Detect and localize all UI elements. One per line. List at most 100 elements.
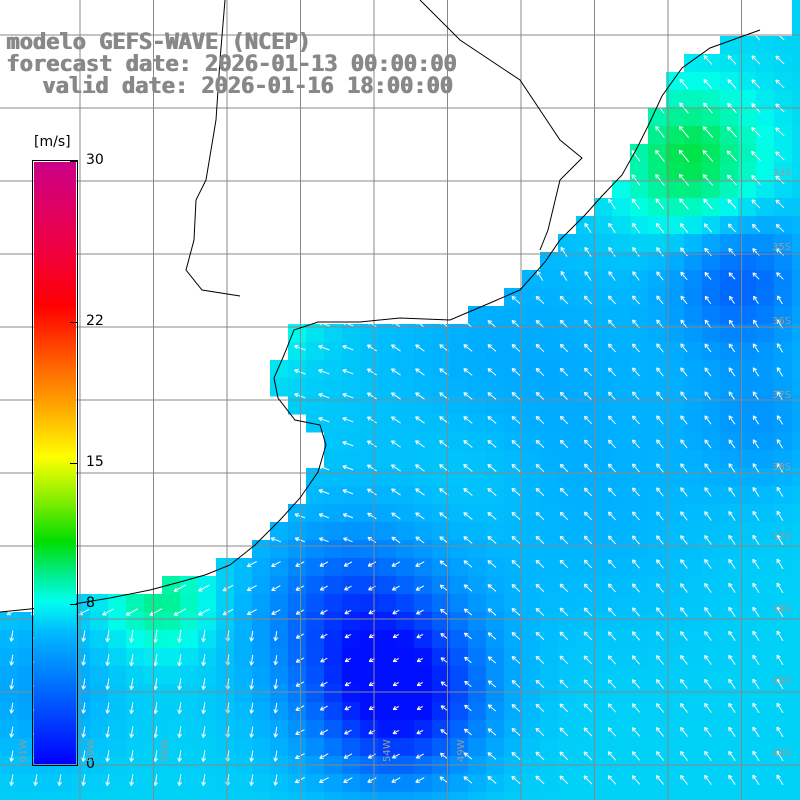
wind-arrow bbox=[607, 391, 616, 401]
wind-cell bbox=[756, 144, 775, 163]
wind-arrow bbox=[776, 558, 784, 570]
wind-cell bbox=[288, 594, 307, 613]
wind-cell bbox=[576, 666, 595, 685]
wind-cell bbox=[756, 576, 775, 595]
wind-cell bbox=[396, 720, 415, 739]
wind-arrow bbox=[318, 537, 329, 543]
wind-arrow bbox=[704, 583, 712, 593]
wind-cell bbox=[720, 522, 739, 541]
wind-cell bbox=[360, 774, 379, 793]
wind-arrow bbox=[559, 487, 569, 497]
wind-cell bbox=[414, 666, 433, 685]
wind-cell bbox=[666, 144, 685, 163]
wind-cell bbox=[774, 288, 793, 307]
wind-cell bbox=[594, 648, 613, 667]
wind-cell bbox=[522, 558, 541, 577]
wind-cell bbox=[342, 648, 361, 667]
wind-cell bbox=[720, 558, 739, 577]
wind-cell bbox=[558, 288, 577, 307]
wind-arrow bbox=[607, 751, 617, 761]
wind-cell bbox=[720, 36, 739, 55]
wind-cell bbox=[342, 414, 361, 433]
wind-arrow bbox=[704, 606, 712, 617]
wind-cell bbox=[684, 720, 703, 739]
wind-cell bbox=[648, 198, 667, 217]
wind-arrow bbox=[344, 585, 352, 591]
wind-arrow bbox=[704, 295, 712, 305]
wind-cell bbox=[756, 378, 775, 397]
wind-cell bbox=[324, 594, 343, 613]
wind-cell bbox=[126, 630, 145, 649]
wind-cell bbox=[342, 540, 361, 559]
wind-arrow bbox=[511, 631, 521, 640]
wind-cell bbox=[648, 270, 667, 289]
wind-cell bbox=[738, 216, 757, 235]
wind-arrow bbox=[702, 149, 714, 162]
wind-cell bbox=[522, 324, 541, 343]
valid-date: valid date: 2026-01-16 18:00:00 bbox=[42, 74, 453, 99]
wind-cell bbox=[630, 432, 649, 451]
wind-cell bbox=[396, 630, 415, 649]
wind-cell bbox=[306, 378, 325, 397]
wind-arrow bbox=[177, 654, 182, 667]
wind-arrow bbox=[607, 415, 616, 425]
colorbar-tick bbox=[70, 603, 78, 605]
wind-cell bbox=[0, 612, 19, 631]
wind-cell bbox=[738, 630, 757, 649]
wind-cell bbox=[378, 666, 397, 685]
wind-cell bbox=[378, 378, 397, 397]
wind-cell bbox=[342, 684, 361, 703]
wind-arrow bbox=[655, 126, 665, 138]
wind-arrow bbox=[775, 223, 785, 233]
wind-cell bbox=[738, 702, 757, 721]
wind-cell bbox=[126, 612, 145, 631]
wind-cell bbox=[72, 630, 91, 649]
wind-cell bbox=[792, 666, 800, 685]
wind-cell bbox=[432, 702, 451, 721]
wind-cell bbox=[396, 792, 415, 800]
wind-cell bbox=[594, 630, 613, 649]
wind-cell bbox=[378, 540, 397, 559]
wind-arrow bbox=[392, 657, 400, 663]
wind-cell bbox=[468, 648, 487, 667]
wind-cell bbox=[270, 612, 289, 631]
wind-cell bbox=[666, 540, 685, 559]
wind-arrow bbox=[344, 729, 352, 735]
wind-arrow bbox=[391, 777, 401, 783]
wind-arrow bbox=[583, 655, 593, 665]
wind-cell bbox=[630, 792, 649, 800]
wind-cell bbox=[288, 324, 307, 343]
wind-cell bbox=[612, 540, 631, 559]
wind-arrow bbox=[463, 416, 473, 424]
wind-cell bbox=[684, 792, 703, 800]
wind-cell bbox=[162, 648, 181, 667]
wind-arrow bbox=[415, 416, 425, 424]
wind-arrow bbox=[655, 607, 664, 617]
wind-cell bbox=[450, 558, 469, 577]
wind-cell bbox=[234, 720, 253, 739]
wind-cell bbox=[558, 792, 577, 800]
wind-cell bbox=[378, 702, 397, 721]
wind-cell bbox=[594, 576, 613, 595]
wind-cell bbox=[738, 666, 757, 685]
wind-cell bbox=[504, 378, 523, 397]
wind-cell bbox=[648, 252, 667, 271]
wind-arrow bbox=[751, 55, 761, 65]
wind-arrow bbox=[343, 753, 353, 759]
wind-cell bbox=[180, 720, 199, 739]
wind-cell bbox=[378, 738, 397, 757]
wind-arrow bbox=[655, 631, 664, 641]
wind-cell bbox=[612, 270, 631, 289]
wind-cell bbox=[90, 612, 109, 631]
wind-arrow bbox=[704, 463, 712, 473]
wind-cell bbox=[594, 252, 613, 271]
wind-cell bbox=[522, 288, 541, 307]
wind-arrow bbox=[631, 222, 640, 234]
wind-cell bbox=[576, 774, 595, 793]
wind-cell bbox=[504, 306, 523, 325]
wind-arrow bbox=[777, 295, 783, 305]
wind-cell bbox=[576, 594, 595, 613]
wind-arrow bbox=[177, 750, 182, 762]
wind-cell bbox=[288, 342, 307, 361]
wind-cell bbox=[666, 576, 685, 595]
